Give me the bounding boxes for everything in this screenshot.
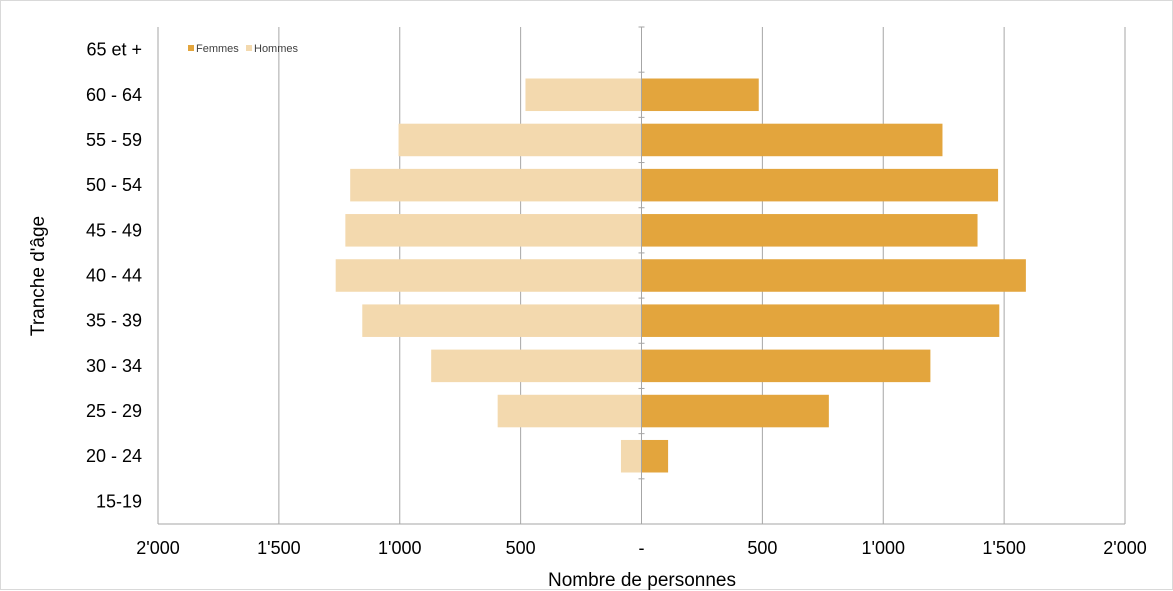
bar-hommes-5 bbox=[335, 259, 642, 292]
bar-hommes-7 bbox=[350, 168, 642, 202]
y-tick-label-3: 30 - 34 bbox=[86, 356, 142, 376]
bar-hommes-6 bbox=[345, 214, 642, 247]
x-tick-label-0: 2'000 bbox=[136, 538, 179, 558]
y-tick-label-8: 55 - 59 bbox=[86, 130, 142, 150]
y-tick-label-9: 60 - 64 bbox=[86, 85, 142, 105]
x-tick-label-4: - bbox=[639, 538, 645, 558]
y-tick-labels: 15-19 20 - 24 25 - 29 30 - 34 35 - 39 40 - 44… bbox=[86, 40, 142, 512]
bar-femmes-4 bbox=[641, 304, 1000, 337]
x-tick-label-2: 1'000 bbox=[378, 538, 421, 558]
x-tick-labels: 2'000 1'500 1'000 500 - 500 1'000 1'500 2'000 bbox=[136, 538, 1146, 558]
x-tick-label-8: 2'000 bbox=[1103, 538, 1146, 558]
y-tick-label-2: 25 - 29 bbox=[86, 401, 142, 421]
y-tick-label-6: 45 - 49 bbox=[86, 220, 142, 240]
bar-femmes-7 bbox=[641, 168, 999, 202]
y-tick-label-4: 35 - 39 bbox=[86, 311, 142, 331]
legend-label-hommes: Hommes bbox=[254, 43, 299, 55]
y-tick-label-5: 40 - 44 bbox=[86, 266, 142, 286]
bar-femmes-1 bbox=[641, 439, 669, 473]
bar-hommes-9 bbox=[525, 78, 642, 112]
legend-swatch-hommes bbox=[246, 45, 252, 51]
bar-hommes-3 bbox=[431, 349, 642, 383]
y-tick-label-10: 65 et + bbox=[86, 40, 142, 60]
bar-femmes-8 bbox=[641, 123, 943, 157]
y-tick-label-1: 20 - 24 bbox=[86, 446, 142, 466]
y-tick-label-7: 50 - 54 bbox=[86, 175, 142, 195]
bars bbox=[335, 78, 1026, 473]
bar-femmes-2 bbox=[641, 394, 829, 428]
bar-hommes-2 bbox=[497, 394, 642, 428]
y-axis-title: Tranche d'âge bbox=[28, 216, 49, 336]
bar-hommes-4 bbox=[362, 304, 642, 337]
bar-femmes-5 bbox=[641, 259, 1026, 292]
y-tick-label-0: 15-19 bbox=[96, 491, 142, 511]
center-axis bbox=[638, 26, 645, 525]
bar-hommes-1 bbox=[620, 439, 642, 473]
x-tick-label-1: 1'500 bbox=[257, 538, 300, 558]
bar-femmes-9 bbox=[641, 78, 759, 112]
bar-hommes-8 bbox=[398, 123, 642, 157]
legend-label-femmes: Femmes bbox=[196, 43, 239, 55]
legend: Femmes Hommes bbox=[188, 43, 299, 55]
x-tick-label-5: 500 bbox=[747, 538, 777, 558]
x-tick-label-6: 1'000 bbox=[862, 538, 905, 558]
legend-swatch-femmes bbox=[188, 45, 194, 51]
bar-femmes-6 bbox=[641, 214, 978, 247]
x-tick-label-3: 500 bbox=[506, 538, 536, 558]
x-axis-title: Nombre de personnes bbox=[548, 570, 736, 591]
bar-femmes-3 bbox=[641, 349, 931, 383]
x-tick-label-7: 1'500 bbox=[982, 538, 1025, 558]
